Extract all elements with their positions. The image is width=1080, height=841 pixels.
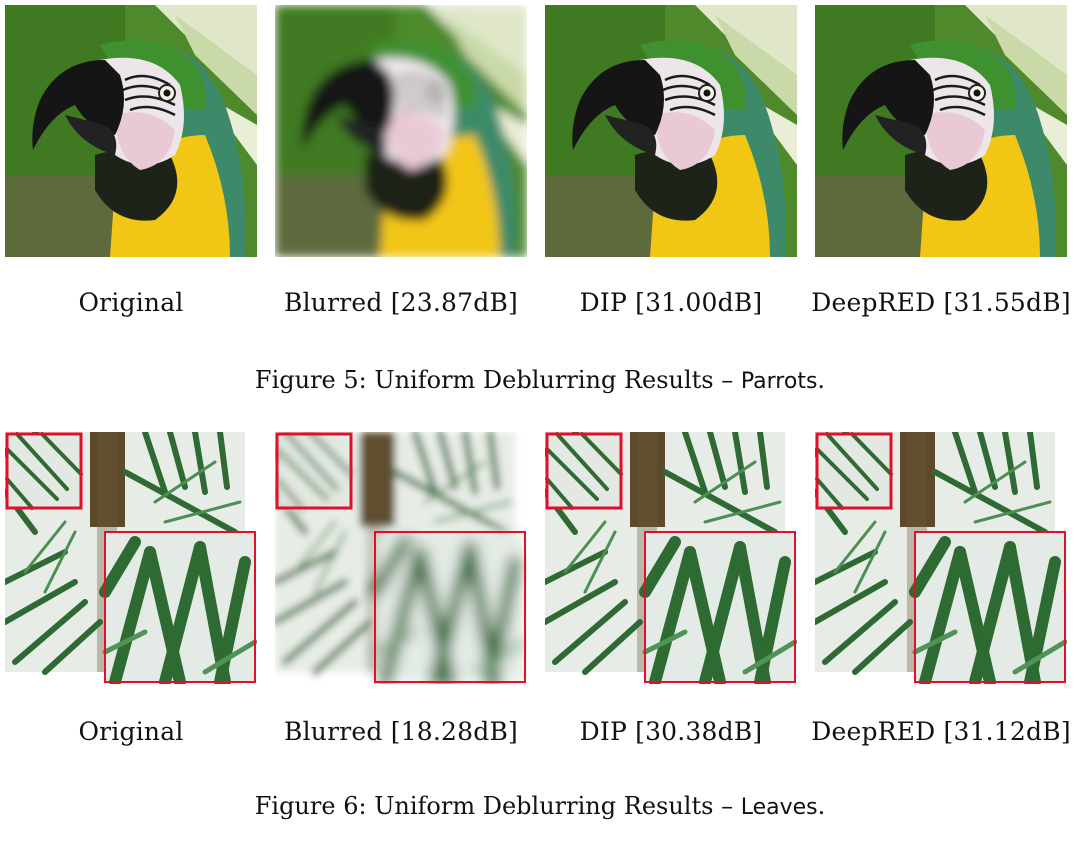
panel-label: Original bbox=[78, 288, 184, 317]
panel-label: Blurred [23.87dB] bbox=[284, 288, 518, 317]
caption-image-name: Parrots bbox=[740, 369, 818, 394]
caption-suffix: . bbox=[817, 366, 826, 394]
parrot-original-image bbox=[5, 5, 257, 257]
panel-label: DIP [31.00dB] bbox=[579, 288, 763, 317]
caption-suffix: . bbox=[817, 792, 826, 820]
parrot-dip-image bbox=[545, 5, 797, 257]
panel-label: Blurred [18.28dB] bbox=[284, 717, 518, 746]
leaves-blurred-image bbox=[275, 432, 527, 684]
figure-caption: Figure 5: Uniform Deblurring Results – P… bbox=[0, 366, 1080, 394]
caption-prefix: Figure 6: bbox=[254, 792, 367, 820]
panel-label: Original bbox=[78, 717, 184, 746]
caption-prefix: Figure 5: bbox=[254, 366, 367, 394]
parrot-blurred-image bbox=[275, 5, 527, 257]
parrot-deepred-image bbox=[815, 5, 1067, 257]
leaves-deepred-image bbox=[815, 432, 1067, 684]
leaves-dip-image bbox=[545, 432, 797, 684]
caption-image-name: Leaves bbox=[740, 795, 818, 820]
panel-label: DIP [30.38dB] bbox=[579, 717, 763, 746]
figure-caption: Figure 6: Uniform Deblurring Results – L… bbox=[0, 792, 1080, 820]
leaves-original-image bbox=[5, 432, 257, 684]
panel-label: DeepRED [31.12dB] bbox=[811, 717, 1071, 746]
caption-text: Uniform Deblurring Results – bbox=[374, 792, 734, 820]
panel-label: DeepRED [31.55dB] bbox=[811, 288, 1071, 317]
caption-text: Uniform Deblurring Results – bbox=[374, 366, 734, 394]
